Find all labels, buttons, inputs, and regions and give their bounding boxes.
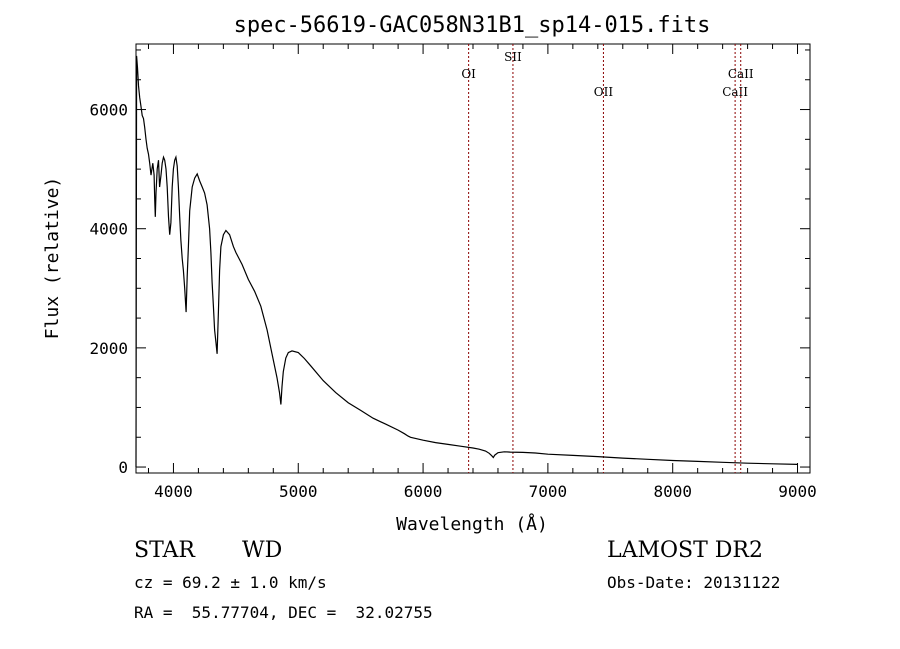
x-tick-label: 6000 — [404, 482, 443, 501]
annotation-label: OI — [461, 67, 476, 81]
annotation-label: OII — [594, 85, 614, 99]
spectrum-line — [135, 55, 798, 468]
y-tick-label: 0 — [118, 458, 128, 477]
annotation-lines: OI SII OII CaII CaII — [461, 44, 754, 473]
x-tick-label: 5000 — [279, 482, 318, 501]
plot-frame — [135, 43, 811, 474]
x-tick-label: 8000 — [653, 482, 692, 501]
x-tick-label: 9000 — [778, 482, 817, 501]
y-axis: 0 2000 4000 6000 — [89, 49, 810, 477]
x-axis: 4000 5000 6000 7000 8000 9000 — [147, 44, 817, 501]
annotation-label: SII — [504, 50, 522, 64]
obs-date: Obs-Date: 20131122 — [607, 573, 781, 592]
chart-title: spec-56619-GAC058N31B1_sp14-015.fits — [234, 13, 711, 38]
star-label: STAR — [134, 538, 195, 563]
y-axis-label: Flux (relative) — [42, 177, 63, 340]
x-axis-label: Wavelength (Å) — [396, 513, 548, 535]
annotation-label: CaII — [722, 85, 748, 99]
survey-name: LAMOST DR2 — [607, 538, 763, 563]
x-tick-label: 7000 — [529, 482, 568, 501]
y-tick-label: 4000 — [89, 220, 128, 239]
star-type: WD — [242, 538, 283, 563]
annotation-label: CaII — [728, 67, 754, 81]
x-tick-label: 4000 — [154, 482, 193, 501]
coordinates: RA = 55.77704, DEC = 32.02755 — [134, 603, 433, 622]
y-tick-label: 2000 — [89, 339, 128, 358]
y-tick-label: 6000 — [89, 101, 128, 120]
cz-value: cz = 69.2 ± 1.0 km/s — [134, 573, 327, 592]
